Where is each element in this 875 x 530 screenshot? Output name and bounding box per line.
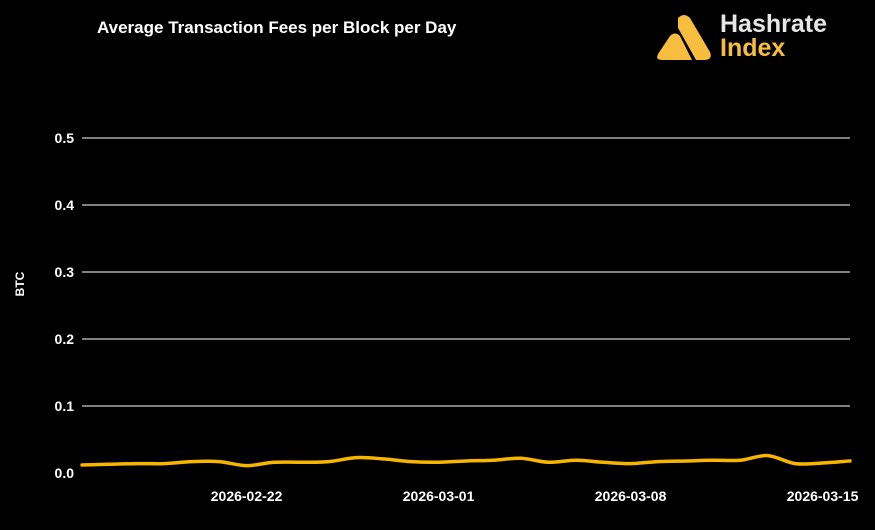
logo-text-index: Index	[720, 34, 786, 62]
y-tick-label: 0.5	[55, 130, 75, 146]
chart-title: Average Transaction Fees per Block per D…	[97, 18, 457, 37]
y-tick-label: 0.4	[55, 197, 75, 213]
logo-text-hashrate: Hashrate	[720, 10, 827, 38]
fee-series-line	[80, 453, 852, 468]
x-tick-label: 2026-03-01	[403, 488, 475, 504]
x-tick-label: 2026-03-15	[787, 488, 859, 504]
y-axis-label: BTC	[13, 271, 27, 296]
y-tick-label: 0.0	[55, 465, 75, 481]
logo-mark-icon	[657, 15, 711, 60]
x-tick-label: 2026-03-08	[595, 488, 667, 504]
x-tick-label: 2026-02-22	[211, 488, 283, 504]
y-tick-label: 0.1	[55, 398, 75, 414]
y-tick-label: 0.3	[55, 264, 75, 280]
y-tick-label: 0.2	[55, 331, 75, 347]
hashrate-index-logo: Hashrate Index	[656, 12, 856, 62]
